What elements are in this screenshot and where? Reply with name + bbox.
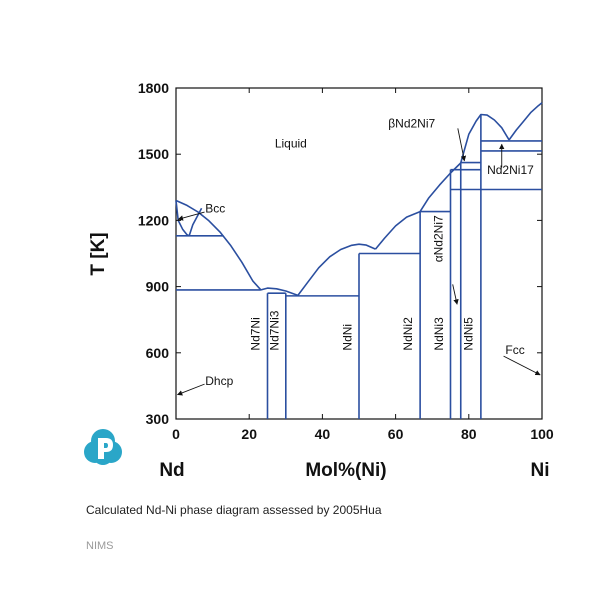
- liquidus-segment: [374, 210, 421, 250]
- endmember-left-label: Nd: [159, 460, 184, 481]
- leader-arrow: [503, 355, 541, 376]
- caption-text: Calculated Nd-Ni phase diagram assessed …: [86, 503, 333, 517]
- source-credit: NIMS: [86, 540, 114, 552]
- liquidus-segment: [175, 199, 262, 291]
- region-label: NdNi5: [462, 317, 476, 351]
- region-label: NdNi2: [401, 317, 415, 351]
- x-tick-label: 60: [388, 426, 404, 442]
- y-tick-label: 1200: [138, 212, 169, 228]
- region-label: Bcc: [205, 202, 225, 216]
- y-tick-label: 300: [146, 411, 170, 427]
- caption-reference: 2005Hua: [332, 503, 382, 517]
- region-label: Fcc: [505, 343, 524, 357]
- liquidus-segment: [508, 102, 543, 141]
- endmember-right-label: Ni: [531, 460, 550, 481]
- x-tick-label: 20: [241, 426, 257, 442]
- y-tick-label: 900: [146, 279, 170, 295]
- liquidus-segment: [297, 243, 376, 296]
- region-label: βNd2Ni7: [388, 117, 435, 131]
- region-label: Dhcp: [205, 374, 233, 388]
- liquidus-segment: [260, 287, 299, 297]
- x-axis-title: Mol%(Ni): [305, 460, 386, 481]
- p-logo-icon: [84, 429, 122, 465]
- leader-arrow: [177, 211, 205, 221]
- x-tick-label: 80: [461, 426, 477, 442]
- figure-caption: Calculated Nd-Ni phase diagram assessed …: [86, 503, 382, 517]
- region-label: NdNi3: [432, 317, 446, 351]
- region-label: Nd2Ni17: [487, 163, 534, 177]
- y-tick-label: 1500: [138, 146, 169, 162]
- leader-arrow: [457, 128, 467, 162]
- region-label: Liquid: [275, 137, 307, 151]
- x-tick-label: 100: [530, 426, 554, 442]
- liquidus-segment: [459, 113, 510, 164]
- axis-ticks: 0 20 40 60 80 100 300 600 900 1200 1500 1800: [138, 80, 554, 442]
- phase-boundaries: [175, 102, 543, 419]
- y-tick-label: 600: [146, 345, 170, 361]
- y-axis-title: T [K]: [88, 232, 109, 275]
- region-label: NdNi: [341, 324, 355, 351]
- region-label: Nd7Ni: [248, 317, 262, 350]
- y-tick-label: 1800: [138, 80, 169, 96]
- bcc-boundary: [188, 207, 203, 237]
- leader-arrow: [452, 284, 459, 305]
- x-tick-label: 0: [172, 426, 180, 442]
- x-tick-label: 40: [315, 426, 331, 442]
- leader-arrow: [176, 383, 205, 396]
- region-labels: Liquid Bcc Dhcp Fcc βNd2Ni7 Nd2Ni17 αNd2Ni7 Nd7…: [176, 117, 541, 396]
- region-label: Nd7Ni3: [268, 310, 282, 350]
- region-label: αNd2Ni7: [431, 215, 445, 262]
